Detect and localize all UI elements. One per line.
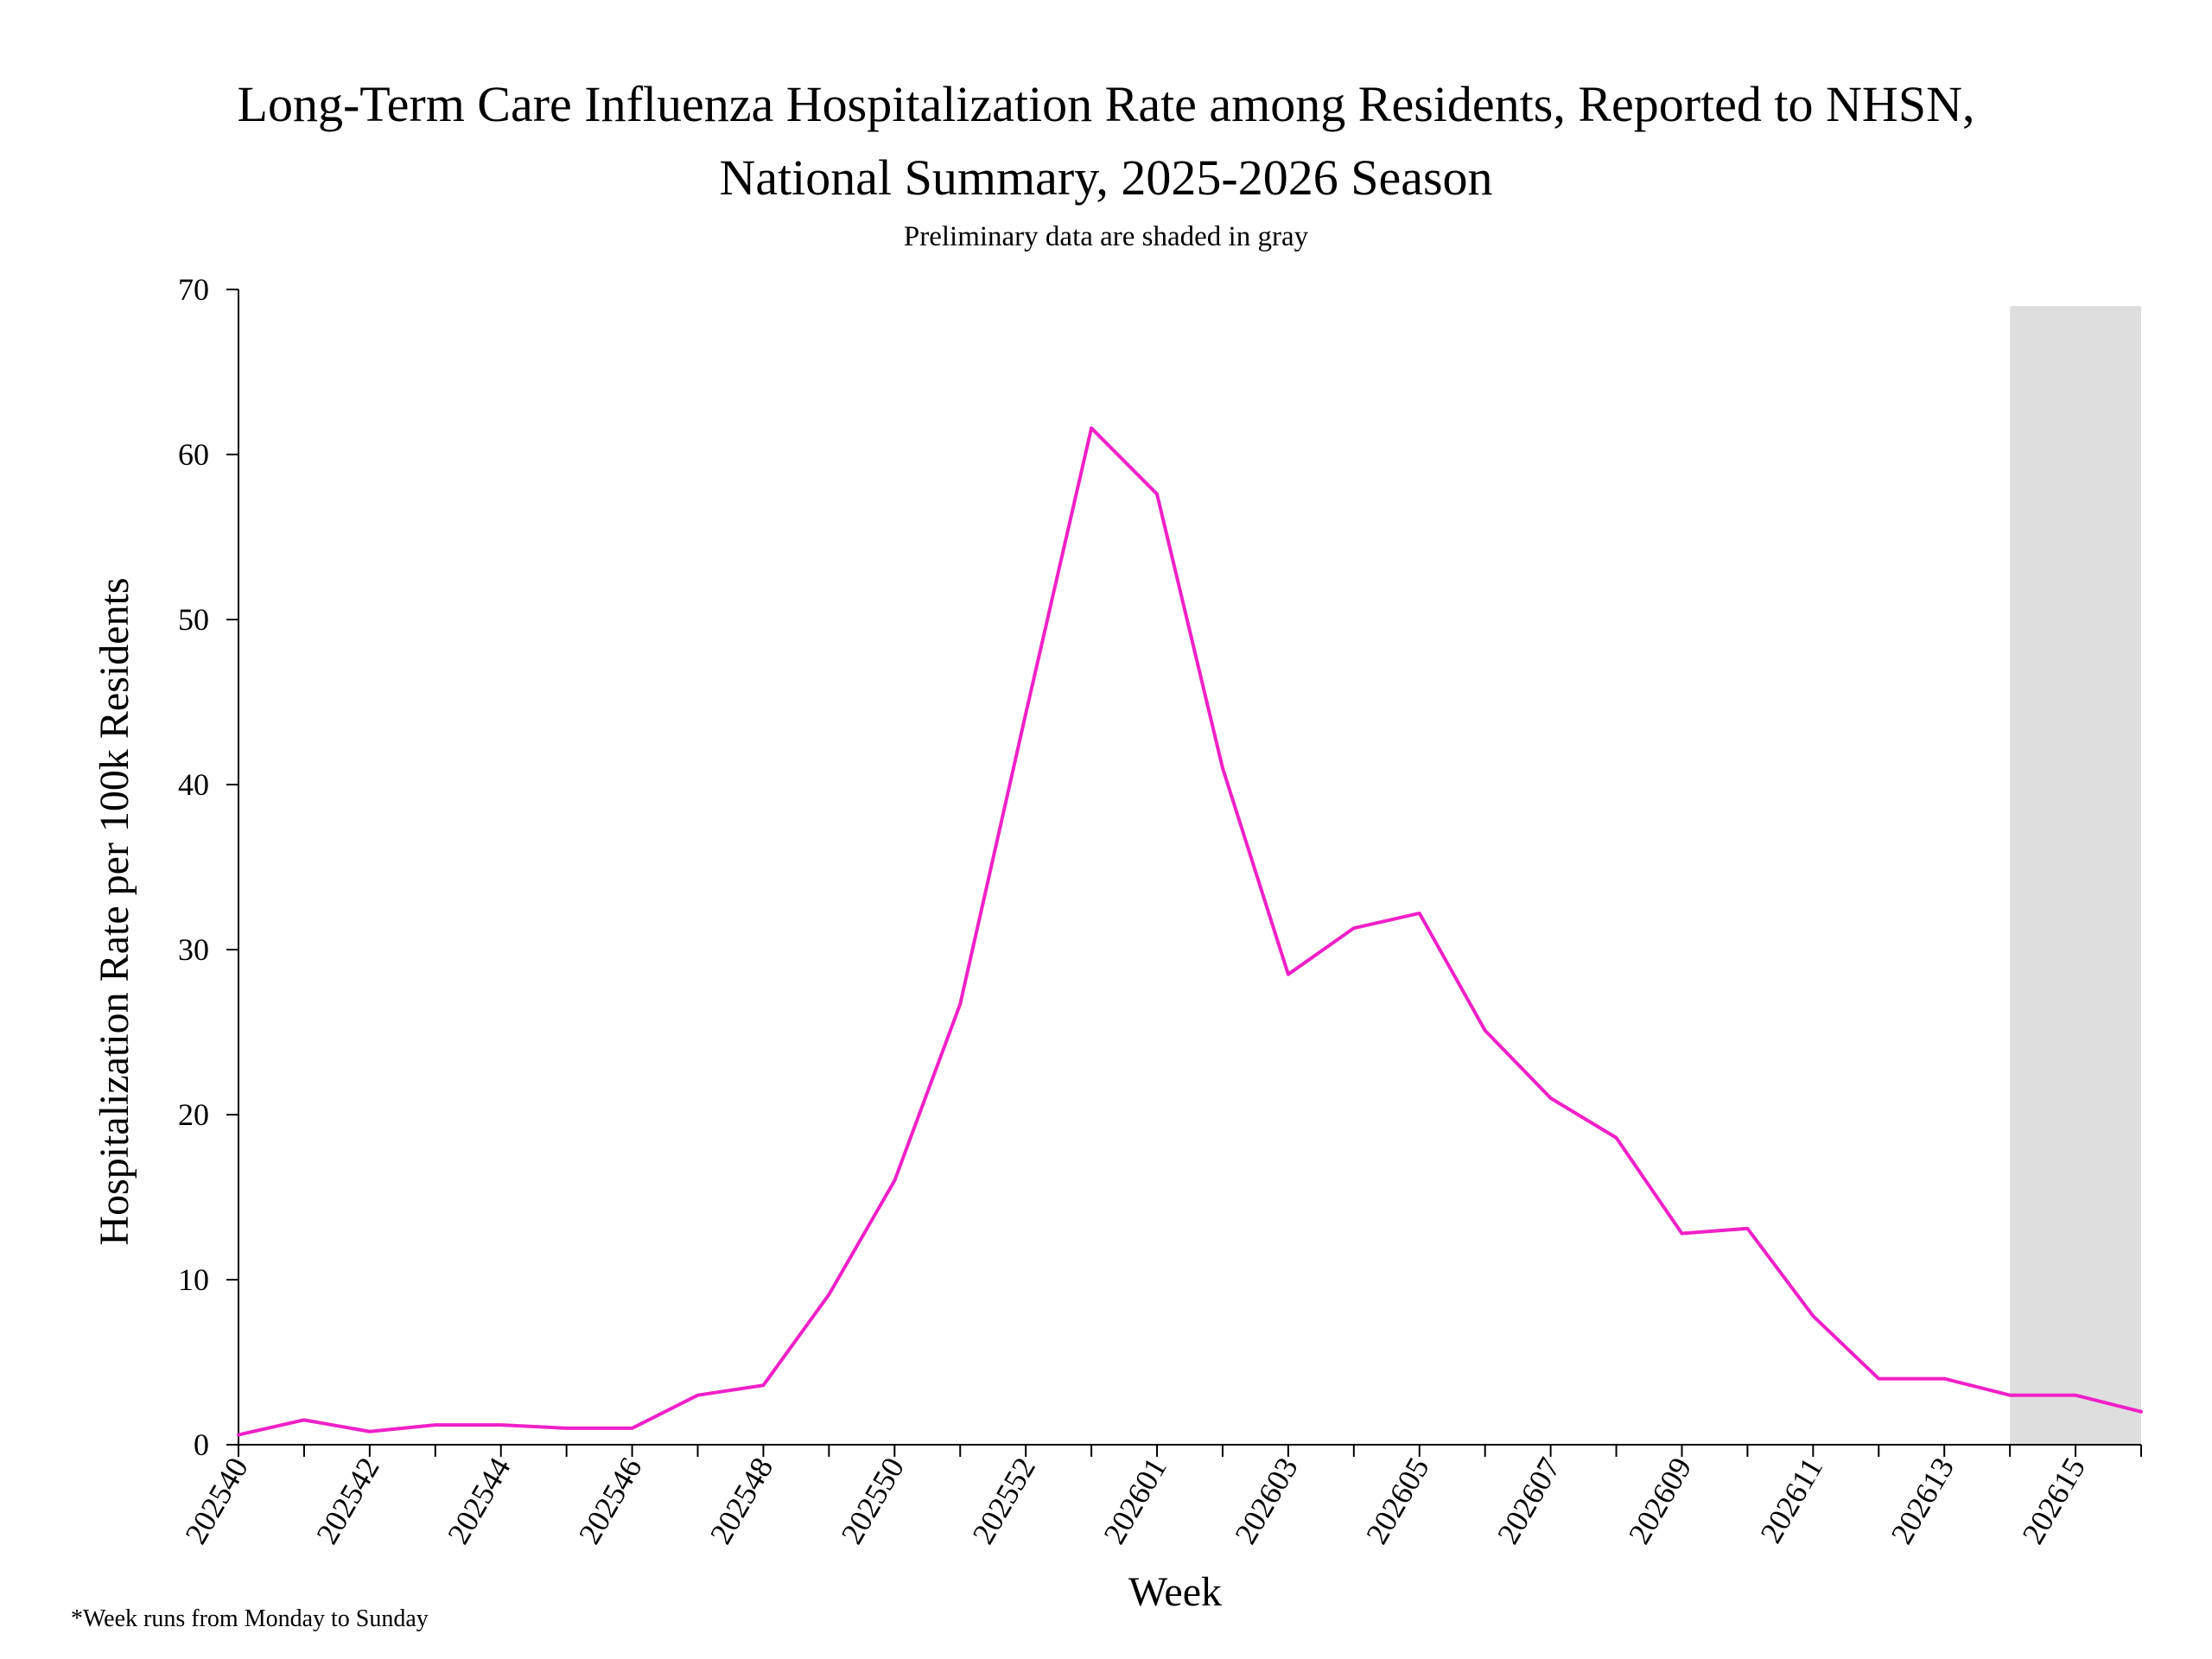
x-tick-label: 202544 (441, 1452, 518, 1550)
y-axis-label: Hospitalization Rate per 100k Residents (92, 577, 137, 1245)
series-layer (237, 426, 2143, 1437)
y-tick-label: 0 (194, 1427, 209, 1462)
x-tick-label: 202540 (178, 1452, 255, 1550)
y-tick-label: 60 (178, 437, 209, 472)
chart-title-line-2: National Summary, 2025-2026 Season (719, 149, 1492, 206)
y-tick-label: 40 (178, 767, 209, 802)
y-tick-label: 70 (178, 272, 209, 307)
x-tick-label: 202607 (1491, 1452, 1567, 1550)
y-tick-label: 20 (178, 1097, 209, 1132)
y-tick-label: 10 (178, 1262, 209, 1297)
axes: 0 10 20 30 40 50 60 70 202540 202542 202544 202546 2… (178, 272, 2142, 1550)
chart-title-line-1: Long-Term Care Influenza Hospitalization… (238, 76, 1975, 132)
x-tick-label: 202601 (1096, 1452, 1173, 1550)
x-tick-label: 202613 (1884, 1452, 1961, 1550)
x-tick-label: 202552 (965, 1452, 1042, 1550)
x-tick-label: 202550 (835, 1452, 912, 1550)
x-axis-label: Week (1128, 1569, 1222, 1615)
preliminary-shading (2010, 306, 2141, 1446)
x-tick-label: 202546 (572, 1452, 649, 1550)
y-tick-label: 30 (178, 932, 209, 967)
footnote: *Week runs from Monday to Sunday (71, 1605, 429, 1632)
y-tick-label: 50 (178, 602, 209, 637)
x-tick-label: 202609 (1622, 1452, 1699, 1550)
x-tick-label: 202603 (1228, 1452, 1305, 1550)
series-line (237, 426, 2143, 1437)
x-tick-label: 202611 (1753, 1452, 1829, 1548)
x-tick-label: 202605 (1359, 1452, 1436, 1550)
chart-subtitle: Preliminary data are shaded in gray (904, 221, 1309, 252)
x-tick-label: 202548 (703, 1452, 780, 1550)
preliminary-shading-layer (2010, 306, 2141, 1446)
x-tick-label: 202615 (2015, 1452, 2092, 1550)
x-tick-label: 202542 (309, 1452, 386, 1550)
